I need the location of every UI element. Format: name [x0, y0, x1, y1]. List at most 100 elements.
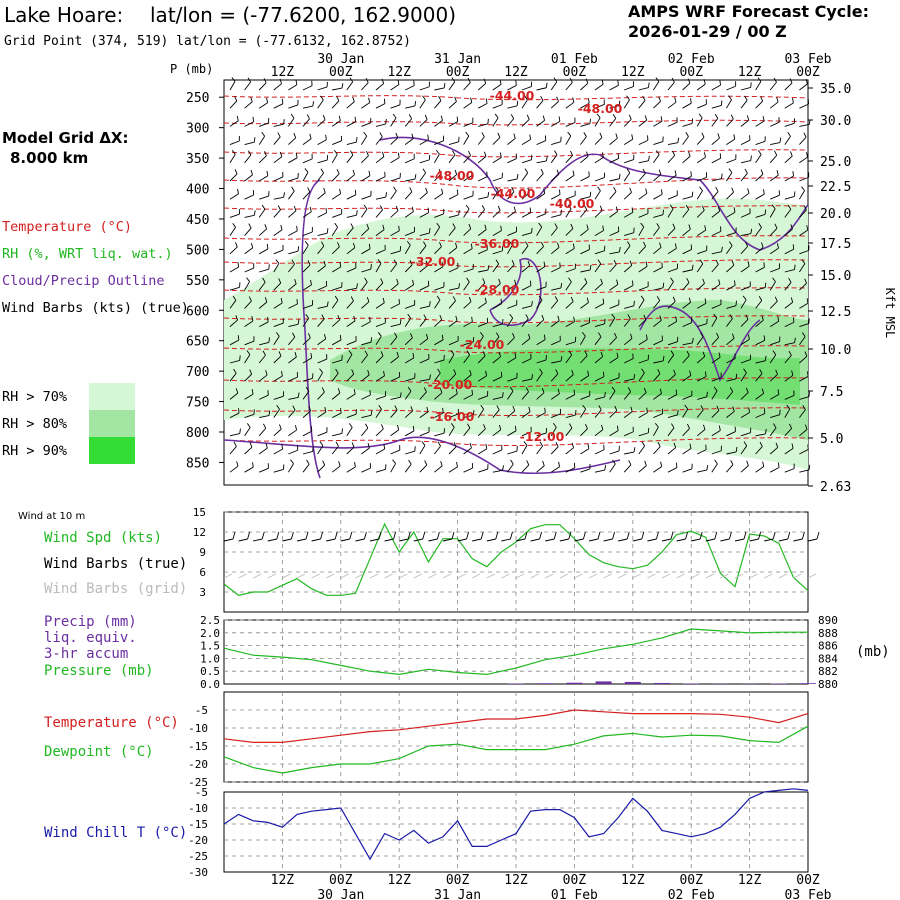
wind-barb-true	[647, 538, 657, 542]
wind-barb	[361, 321, 371, 327]
wind-barb-flag	[370, 337, 373, 343]
wind-barb-flag	[571, 369, 574, 375]
wind-barb-flag	[805, 79, 808, 85]
wind-barb	[448, 214, 459, 218]
wind-barb-legend: Wind Barbs (grid)	[44, 581, 187, 597]
wind-barb-flag	[326, 301, 329, 307]
wind-barb	[638, 173, 646, 182]
wind-barb-flag	[718, 352, 721, 358]
wind-barb-flag	[644, 460, 647, 466]
wind-barb	[273, 156, 283, 164]
wind-barb-grid	[530, 573, 539, 579]
wind-barb	[244, 267, 254, 273]
wind-barb-flag	[499, 79, 502, 85]
wind-barb	[419, 338, 429, 346]
wind-barb	[229, 319, 238, 327]
wind-barb-flag	[485, 98, 488, 104]
wind-barb-flag	[356, 210, 358, 216]
wind-barb-flag	[436, 295, 441, 301]
wind-barb	[273, 229, 283, 236]
wind-barb	[244, 300, 252, 309]
wind-barb-flag	[545, 155, 548, 161]
wind-barb	[609, 191, 617, 200]
wind-barb	[580, 395, 590, 400]
wind-barb	[273, 409, 280, 418]
wind-barb	[434, 140, 444, 146]
wind-barb-true	[705, 538, 715, 542]
wind-barb	[653, 173, 662, 182]
wind-barb-flag	[804, 278, 808, 284]
wind-barb-flag	[321, 314, 325, 320]
wind-barb	[463, 321, 473, 327]
wind-barb	[244, 320, 254, 327]
wind-barb	[302, 430, 313, 437]
wind-barb-flag	[234, 169, 238, 175]
wind-barb	[448, 427, 455, 437]
wind-barb-true	[793, 538, 803, 542]
wind-barb-flag	[237, 188, 239, 194]
wind-barb-flag	[352, 96, 355, 102]
wind-barb	[258, 208, 266, 218]
wind-barb-flag	[237, 335, 240, 341]
wind-barb-grid	[442, 573, 452, 579]
wind-barb-true-flag	[232, 531, 236, 540]
wind-barb-flag	[719, 153, 722, 159]
wind-barb	[244, 413, 255, 419]
wind-barb-flag	[526, 114, 530, 120]
wind-barb	[258, 155, 267, 164]
wind-barb	[244, 227, 252, 236]
wind-barb-flag	[441, 334, 444, 340]
wind-barb-flag	[631, 207, 634, 213]
wind-barb-flag	[456, 461, 458, 467]
wind-barb	[580, 229, 589, 236]
day-label-top: 03 Feb	[785, 52, 832, 67]
wind-barb	[492, 157, 502, 164]
wind-barb	[623, 138, 633, 145]
wind-barb-grid	[778, 573, 788, 579]
wind-barb	[346, 393, 356, 400]
wind-barb-flag	[380, 351, 384, 357]
wind-barb-flag	[764, 282, 767, 288]
wind-barb-flag	[487, 191, 490, 198]
wind-barb	[770, 267, 780, 273]
wind-barb-flag	[543, 188, 546, 194]
wind-barb-flag	[466, 350, 471, 356]
wind-barb	[550, 320, 560, 327]
p-tick-label: 850	[186, 456, 209, 471]
wind-barb	[375, 336, 382, 346]
wind-barb-flag	[703, 79, 706, 85]
precip-bar	[566, 682, 583, 684]
wind-barb	[244, 194, 254, 200]
wind-barb	[550, 426, 557, 437]
wind-barb	[521, 192, 530, 200]
wind-barb-flag	[514, 352, 517, 358]
wind-barb	[346, 373, 355, 382]
wind-barb-flag	[674, 97, 677, 103]
time-axes: 12Z12Z00Z00Z12Z12Z00Z00Z12Z12Z00Z00Z12Z1…	[271, 52, 832, 900]
wind-barb	[653, 141, 664, 146]
wind-barb	[726, 431, 736, 437]
wind-barb-flag	[582, 404, 587, 410]
wind-barb	[623, 245, 631, 255]
wind-barb	[755, 413, 765, 419]
wind-barb	[551, 340, 561, 346]
wind-barb	[258, 175, 269, 182]
wind-barb	[390, 157, 400, 164]
wind-barb	[521, 445, 528, 455]
wind-barb	[419, 86, 430, 91]
wind-barb	[244, 427, 251, 437]
wind-barb	[565, 122, 576, 127]
wind-barb	[696, 117, 703, 127]
wind-barb	[492, 283, 501, 291]
wind-barb	[434, 120, 443, 127]
wind-barb-flag	[616, 425, 619, 431]
wind-barb-flag	[672, 296, 676, 302]
wind-barb-flag	[334, 222, 339, 228]
wind-barb-flag	[690, 171, 692, 177]
wind-barb-true-flag	[801, 531, 805, 540]
wind-barb-flag	[699, 186, 703, 191]
wind-barb	[492, 323, 503, 328]
wind-barb-flag	[322, 114, 326, 120]
wind-barb	[375, 156, 385, 164]
wind-barb	[696, 283, 705, 291]
